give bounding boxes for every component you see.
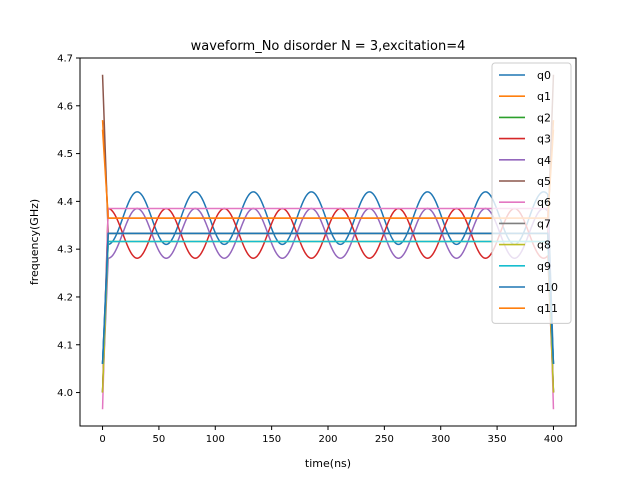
x-tick-label: 150 bbox=[262, 434, 281, 445]
series-line-q6 bbox=[101, 207, 555, 410]
y-tick-label: 4.4 bbox=[57, 197, 73, 208]
y-tick-label: 4.5 bbox=[57, 149, 73, 160]
x-tick-label: 50 bbox=[153, 434, 166, 445]
y-tick-label: 4.6 bbox=[57, 101, 73, 112]
series-line-q11 bbox=[101, 129, 555, 219]
y-tick-label: 4.2 bbox=[57, 292, 73, 303]
legend-label-q10: q10 bbox=[537, 281, 558, 294]
legend-label-q7: q7 bbox=[537, 217, 551, 230]
y-tick-label: 4.0 bbox=[57, 388, 73, 399]
series-line-q8 bbox=[101, 240, 555, 393]
series-group bbox=[101, 74, 555, 410]
y-axis: 4.0 4.1 4.2 4.3 4.4 4.5 4.6 4.7 bbox=[57, 54, 80, 399]
x-tick-label: 0 bbox=[99, 434, 105, 445]
x-tick-label: 400 bbox=[544, 434, 563, 445]
x-tick-label: 100 bbox=[206, 434, 225, 445]
legend-label-q9: q9 bbox=[537, 260, 551, 273]
legend-label-q0: q0 bbox=[537, 69, 551, 82]
legend-label-q3: q3 bbox=[537, 133, 551, 146]
x-axis: 0 50 100 150 200 250 300 350 400 bbox=[99, 426, 563, 445]
series-line-q1 bbox=[101, 120, 555, 219]
chart-title: waveform_No disorder N = 3,excitation=4 bbox=[191, 39, 466, 54]
legend-label-q11: q11 bbox=[537, 302, 558, 315]
legend-label-q2: q2 bbox=[537, 111, 551, 124]
series-line-q4 bbox=[101, 207, 555, 393]
series-line-q3 bbox=[101, 207, 555, 393]
x-tick-label: 250 bbox=[375, 434, 394, 445]
y-tick-label: 4.7 bbox=[57, 54, 73, 65]
legend-label-q4: q4 bbox=[537, 154, 551, 167]
x-tick-label: 200 bbox=[318, 434, 337, 445]
x-axis-title: time(ns) bbox=[305, 457, 351, 470]
legend-label-q6: q6 bbox=[537, 196, 551, 209]
series-line-q5 bbox=[101, 74, 555, 235]
series-line-q9 bbox=[101, 240, 555, 364]
legend-label-q5: q5 bbox=[537, 175, 551, 188]
legend-label-q1: q1 bbox=[537, 90, 551, 103]
y-tick-label: 4.3 bbox=[57, 245, 73, 256]
legend: q0 q1 q2 q3 q4 q5 q6 q7 q8 q9 q10 q11 bbox=[491, 62, 572, 324]
x-tick-label: 350 bbox=[488, 434, 507, 445]
series-line-q2 bbox=[101, 232, 555, 393]
legend-label-q8: q8 bbox=[537, 239, 551, 252]
series-line-q7 bbox=[101, 232, 555, 364]
legend-box bbox=[491, 62, 572, 324]
x-tick-label: 300 bbox=[431, 434, 450, 445]
series-line-q10 bbox=[101, 232, 555, 364]
y-tick-label: 4.1 bbox=[57, 340, 73, 351]
y-axis-title: frequency(GHz) bbox=[28, 199, 41, 285]
